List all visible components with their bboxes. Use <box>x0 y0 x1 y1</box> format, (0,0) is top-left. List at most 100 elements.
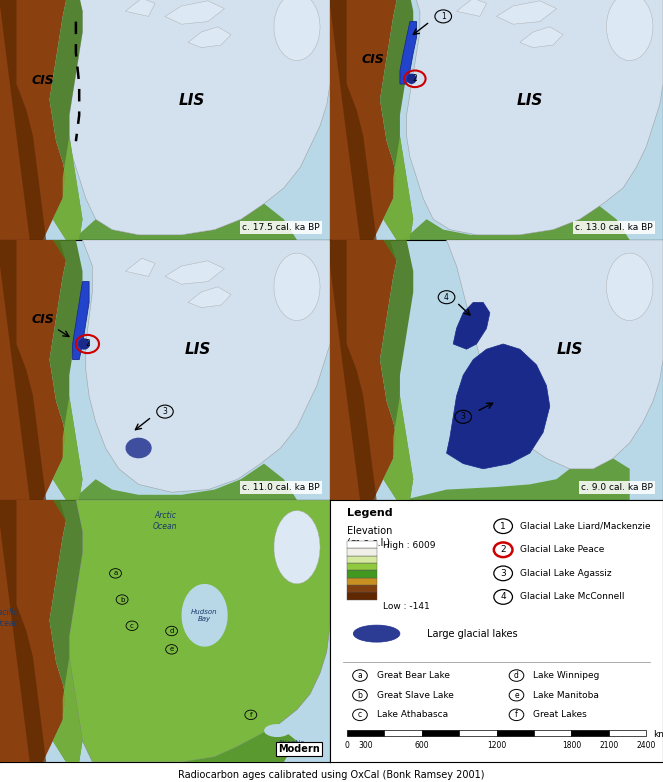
Polygon shape <box>53 657 82 762</box>
Polygon shape <box>330 0 377 240</box>
Text: c. 9.0 cal. ka BP: c. 9.0 cal. ka BP <box>581 483 653 492</box>
Text: Lake Manitoba: Lake Manitoba <box>533 691 599 700</box>
Text: Radiocarbon ages calibrated using OxCal (Bonk Ramsey 2001): Radiocarbon ages calibrated using OxCal … <box>178 769 485 780</box>
Text: b: b <box>357 691 363 700</box>
Polygon shape <box>70 0 330 235</box>
Text: d: d <box>514 671 519 680</box>
Polygon shape <box>607 253 653 321</box>
Text: e: e <box>170 647 174 652</box>
Polygon shape <box>165 261 224 284</box>
Polygon shape <box>82 240 330 492</box>
Text: 0: 0 <box>344 741 349 750</box>
Polygon shape <box>380 240 413 500</box>
Bar <box>609 730 646 736</box>
Polygon shape <box>73 282 89 360</box>
Polygon shape <box>274 0 320 60</box>
Text: Glacial Lake Liard/Mackenzie: Glacial Lake Liard/Mackenzie <box>520 522 650 531</box>
Polygon shape <box>520 27 563 48</box>
Text: Lake Athabasca: Lake Athabasca <box>377 710 448 719</box>
Polygon shape <box>383 396 413 500</box>
Polygon shape <box>188 27 231 48</box>
Polygon shape <box>125 438 152 458</box>
Bar <box>497 730 534 736</box>
Bar <box>347 585 377 592</box>
Text: 2: 2 <box>85 339 90 349</box>
Polygon shape <box>330 240 377 500</box>
Text: Glacial Lake Peace: Glacial Lake Peace <box>520 545 604 554</box>
Text: a: a <box>113 570 117 576</box>
Text: c: c <box>358 710 362 719</box>
Polygon shape <box>73 464 297 500</box>
Polygon shape <box>53 136 82 240</box>
Polygon shape <box>380 0 413 240</box>
Text: c. 13.0 cal. ka BP: c. 13.0 cal. ka BP <box>575 223 653 232</box>
Text: km: km <box>653 730 663 739</box>
Text: 4: 4 <box>501 593 506 601</box>
Polygon shape <box>274 511 320 584</box>
Text: c: c <box>130 622 134 629</box>
Text: Low : -141: Low : -141 <box>383 602 430 612</box>
Polygon shape <box>457 0 487 16</box>
Text: 1800: 1800 <box>562 741 581 750</box>
Ellipse shape <box>353 625 400 642</box>
Polygon shape <box>50 500 82 762</box>
Polygon shape <box>264 724 290 737</box>
Bar <box>384 730 422 736</box>
Text: 3: 3 <box>501 569 506 578</box>
Polygon shape <box>0 240 46 500</box>
Text: Glacial Lake Agassiz: Glacial Lake Agassiz <box>520 569 611 578</box>
Text: 2: 2 <box>501 545 506 554</box>
Polygon shape <box>165 1 224 24</box>
Polygon shape <box>73 203 297 240</box>
Polygon shape <box>447 240 663 468</box>
Text: 1200: 1200 <box>487 741 506 750</box>
Text: 3: 3 <box>162 407 168 416</box>
Text: LIS: LIS <box>556 343 583 357</box>
Bar <box>572 730 609 736</box>
Polygon shape <box>188 287 231 307</box>
Polygon shape <box>447 344 550 468</box>
Text: b: b <box>120 597 124 603</box>
Text: d: d <box>170 628 174 634</box>
Text: LIS: LIS <box>516 93 543 108</box>
Text: 2100: 2100 <box>599 741 619 750</box>
Polygon shape <box>78 339 90 350</box>
Polygon shape <box>453 303 490 350</box>
Bar <box>347 563 377 570</box>
Bar <box>347 730 384 736</box>
Text: 4: 4 <box>444 292 449 302</box>
Polygon shape <box>70 0 330 235</box>
Bar <box>347 555 377 563</box>
Polygon shape <box>82 726 297 762</box>
Bar <box>422 730 459 736</box>
Text: f: f <box>515 710 518 719</box>
Text: CIS: CIS <box>32 314 54 326</box>
Text: Great Lakes: Great Lakes <box>533 710 587 719</box>
Polygon shape <box>50 0 82 240</box>
Polygon shape <box>0 240 66 500</box>
Text: LIS: LIS <box>178 93 205 108</box>
Text: Arctic
Ocean: Arctic Ocean <box>152 511 177 531</box>
Text: 1: 1 <box>441 12 446 21</box>
Polygon shape <box>497 1 556 24</box>
Bar <box>347 578 377 585</box>
Text: Modern: Modern <box>278 744 320 754</box>
Text: CIS: CIS <box>32 74 54 87</box>
Bar <box>347 548 377 555</box>
Polygon shape <box>330 240 396 500</box>
Polygon shape <box>383 136 413 240</box>
Polygon shape <box>406 74 416 84</box>
Polygon shape <box>403 458 630 500</box>
Text: 1: 1 <box>501 522 506 531</box>
Polygon shape <box>125 0 155 16</box>
Polygon shape <box>406 0 663 235</box>
Text: c. 17.5 cal. ka BP: c. 17.5 cal. ka BP <box>243 223 320 232</box>
Text: 2: 2 <box>412 74 417 84</box>
Polygon shape <box>125 258 155 276</box>
Text: 3: 3 <box>461 412 465 421</box>
Polygon shape <box>274 253 320 321</box>
Polygon shape <box>0 500 46 762</box>
Text: 2400: 2400 <box>636 741 656 750</box>
Bar <box>347 541 377 548</box>
Polygon shape <box>70 500 330 762</box>
